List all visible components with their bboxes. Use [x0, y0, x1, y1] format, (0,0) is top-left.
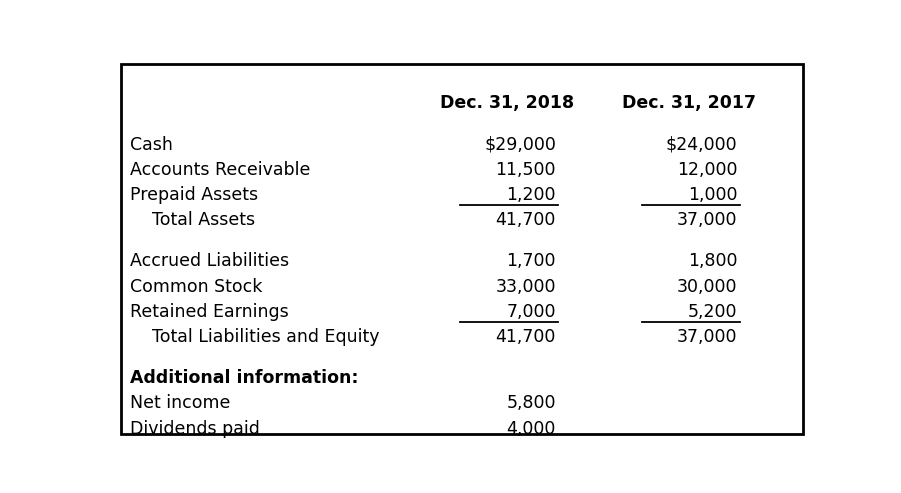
Text: 33,000: 33,000: [496, 278, 556, 295]
Text: 37,000: 37,000: [677, 211, 738, 229]
Text: 7,000: 7,000: [506, 303, 556, 320]
Text: 1,800: 1,800: [688, 252, 738, 271]
Text: 11,500: 11,500: [496, 161, 556, 178]
Text: Dec. 31, 2018: Dec. 31, 2018: [440, 94, 574, 112]
Text: Dividends paid: Dividends paid: [130, 420, 260, 437]
Text: $24,000: $24,000: [666, 136, 738, 154]
Text: 12,000: 12,000: [677, 161, 738, 178]
Text: 5,200: 5,200: [688, 303, 738, 320]
Text: Common Stock: Common Stock: [130, 278, 262, 295]
Text: Prepaid Assets: Prepaid Assets: [130, 186, 259, 204]
Text: Additional information:: Additional information:: [130, 369, 359, 387]
Text: Retained Earnings: Retained Earnings: [130, 303, 289, 320]
Text: Net income: Net income: [130, 394, 231, 413]
Text: 41,700: 41,700: [496, 211, 556, 229]
Text: 1,000: 1,000: [688, 186, 738, 204]
Text: 37,000: 37,000: [677, 328, 738, 346]
Text: Total Assets: Total Assets: [130, 211, 255, 229]
Text: 4,000: 4,000: [506, 420, 556, 437]
Text: $29,000: $29,000: [484, 136, 556, 154]
Text: Total Liabilities and Equity: Total Liabilities and Equity: [130, 328, 379, 346]
Text: 30,000: 30,000: [677, 278, 738, 295]
Text: Cash: Cash: [130, 136, 173, 154]
Text: Accounts Receivable: Accounts Receivable: [130, 161, 311, 178]
Text: 5,800: 5,800: [506, 394, 556, 413]
Text: Accrued Liabilities: Accrued Liabilities: [130, 252, 289, 271]
Text: Dec. 31, 2017: Dec. 31, 2017: [622, 94, 756, 112]
Text: 1,700: 1,700: [506, 252, 556, 271]
Text: 1,200: 1,200: [506, 186, 556, 204]
FancyBboxPatch shape: [121, 64, 803, 434]
Text: 41,700: 41,700: [496, 328, 556, 346]
